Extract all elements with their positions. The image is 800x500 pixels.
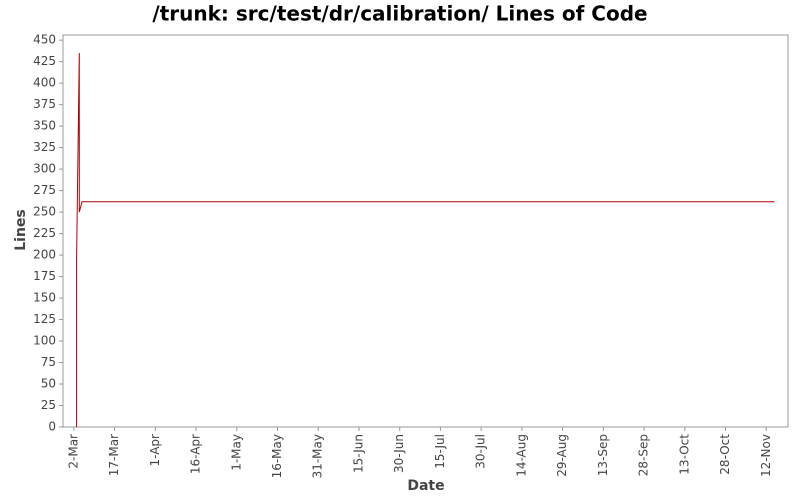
y-tick-label: 150 bbox=[33, 291, 56, 305]
y-tick-label: 0 bbox=[48, 420, 56, 434]
x-tick-label: 13-Oct bbox=[677, 434, 691, 475]
y-tick-label: 275 bbox=[33, 183, 56, 197]
line-series bbox=[76, 53, 775, 427]
y-tick-label: 75 bbox=[41, 355, 56, 369]
x-tick-label: 31-May bbox=[311, 434, 325, 478]
y-tick-label: 450 bbox=[33, 33, 56, 47]
x-tick-label: 13-Sep bbox=[596, 434, 610, 476]
x-tick-label: 16-Apr bbox=[189, 434, 203, 474]
y-tick-label: 375 bbox=[33, 97, 56, 111]
x-tick-label: 1-May bbox=[229, 434, 243, 471]
y-tick-label: 400 bbox=[33, 76, 56, 90]
y-tick-label: 350 bbox=[33, 119, 56, 133]
y-tick-label: 325 bbox=[33, 140, 56, 154]
plot-frame bbox=[62, 34, 789, 428]
y-axis-title: Lines bbox=[13, 209, 29, 251]
x-tick-label: 17-Mar bbox=[107, 434, 121, 476]
x-tick-label: 15-Jul bbox=[433, 434, 447, 469]
y-tick-label: 300 bbox=[33, 162, 56, 176]
y-tick-label: 50 bbox=[41, 377, 56, 391]
x-tick-label: 12-Nov bbox=[759, 434, 773, 477]
x-tick-label: 28-Sep bbox=[637, 434, 651, 476]
x-tick-label: 29-Aug bbox=[555, 434, 569, 477]
x-tick-label: 14-Aug bbox=[514, 434, 528, 477]
x-tick-label: 15-Jun bbox=[351, 434, 365, 473]
x-tick-label: 16-May bbox=[270, 434, 284, 478]
chart-title: /trunk: src/test/dr/calibration/ Lines o… bbox=[152, 2, 647, 26]
y-tick-label: 175 bbox=[33, 269, 56, 283]
x-tick-label: 1-Apr bbox=[148, 434, 162, 467]
y-tick-label: 250 bbox=[33, 205, 56, 219]
x-tick-label: 2-Mar bbox=[66, 434, 80, 469]
y-tick-label: 200 bbox=[33, 248, 56, 262]
y-tick-label: 25 bbox=[41, 398, 56, 412]
y-tick-label: 425 bbox=[33, 54, 56, 68]
y-tick-label: 125 bbox=[33, 312, 56, 326]
x-tick-label: 30-Jul bbox=[474, 434, 488, 469]
x-tick-label: 30-Jun bbox=[392, 434, 406, 473]
x-axis-title: Date bbox=[407, 478, 444, 494]
y-tick-label: 100 bbox=[33, 334, 56, 348]
x-tick-label: 28-Oct bbox=[718, 434, 732, 475]
y-tick-label: 225 bbox=[33, 226, 56, 240]
